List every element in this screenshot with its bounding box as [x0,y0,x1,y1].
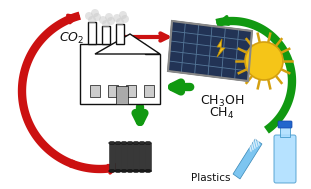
Ellipse shape [109,170,115,173]
Circle shape [113,14,121,22]
FancyBboxPatch shape [121,143,127,171]
FancyBboxPatch shape [90,85,100,97]
Text: CH$_4$: CH$_4$ [209,105,234,121]
Circle shape [99,16,107,24]
FancyBboxPatch shape [116,24,124,44]
FancyBboxPatch shape [127,143,133,171]
Ellipse shape [109,142,115,145]
FancyBboxPatch shape [108,85,118,97]
Ellipse shape [133,142,139,145]
Polygon shape [217,39,225,57]
Circle shape [88,16,96,24]
FancyBboxPatch shape [115,143,121,171]
Ellipse shape [115,170,121,173]
Polygon shape [168,21,252,81]
FancyBboxPatch shape [116,86,128,104]
Ellipse shape [127,142,133,145]
Ellipse shape [139,142,145,145]
Circle shape [105,13,113,21]
FancyBboxPatch shape [102,26,110,44]
FancyBboxPatch shape [278,121,292,128]
Circle shape [93,13,101,21]
Ellipse shape [145,142,151,145]
Ellipse shape [127,170,133,173]
Ellipse shape [121,142,127,145]
Ellipse shape [145,170,151,173]
Polygon shape [95,34,160,54]
FancyBboxPatch shape [274,135,296,183]
Text: CO$_2$: CO$_2$ [59,30,85,46]
Circle shape [245,42,283,80]
Circle shape [121,15,129,23]
FancyBboxPatch shape [139,143,145,171]
Ellipse shape [133,170,139,173]
Ellipse shape [139,170,145,173]
Circle shape [107,17,115,25]
FancyBboxPatch shape [126,85,136,97]
Circle shape [85,12,93,20]
Circle shape [116,18,124,26]
Circle shape [91,9,99,17]
FancyBboxPatch shape [145,143,151,171]
Ellipse shape [121,170,127,173]
Polygon shape [80,44,160,104]
Text: Plastics: Plastics [191,173,231,183]
FancyBboxPatch shape [133,143,139,171]
Text: CH$_3$OH: CH$_3$OH [200,93,244,108]
Circle shape [119,11,127,19]
FancyBboxPatch shape [88,22,96,44]
FancyBboxPatch shape [280,127,290,137]
Ellipse shape [115,142,121,145]
Polygon shape [233,139,262,179]
FancyBboxPatch shape [144,85,154,97]
Circle shape [102,20,110,28]
FancyBboxPatch shape [109,143,115,171]
